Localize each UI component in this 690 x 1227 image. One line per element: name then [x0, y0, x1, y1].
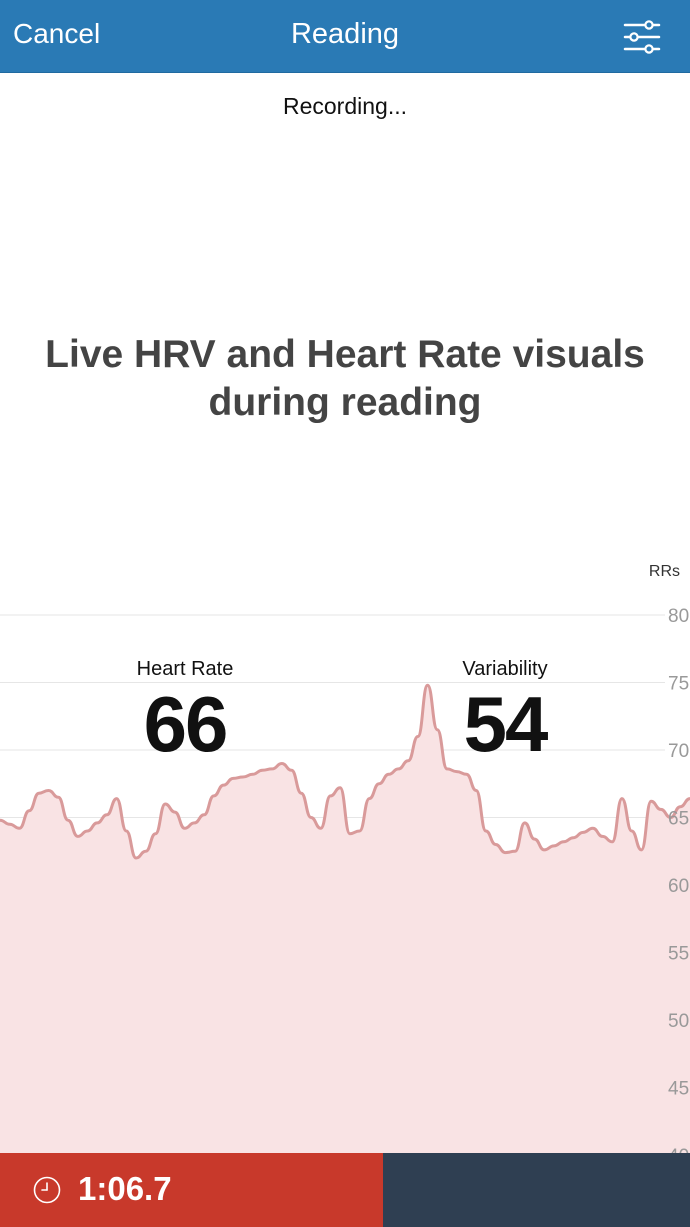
- timer-panel: 1:06.7: [0, 1153, 383, 1227]
- elapsed-timer: 1:06.7: [78, 1170, 172, 1207]
- sliders-icon[interactable]: [622, 20, 662, 54]
- clock-icon: [32, 1175, 62, 1205]
- y-tick-label: 40: [668, 1146, 689, 1153]
- variability-label: Variability: [462, 658, 548, 680]
- y-tick-label: 65: [668, 809, 689, 830]
- headline: Live HRV and Heart Rate visuals during r…: [45, 333, 645, 424]
- y-tick-label: 75: [668, 674, 689, 695]
- y-tick-label: 60: [668, 876, 689, 897]
- navbar: Cancel Reading: [0, 0, 690, 73]
- y-tick-label: 55: [668, 944, 689, 965]
- heart-rate-label: Heart Rate: [136, 658, 234, 680]
- y-axis-label: RRs: [649, 563, 680, 580]
- recording-status: Recording...: [282, 93, 407, 119]
- action-panel[interactable]: [383, 1153, 690, 1227]
- cancel-button[interactable]: Cancel: [13, 18, 101, 49]
- y-tick-label: 50: [668, 1011, 689, 1032]
- area-fill: [0, 685, 690, 1153]
- heart-rate-value: 66: [143, 680, 229, 768]
- page-title: Reading: [290, 18, 400, 50]
- footer-bar: 1:06.7: [0, 1153, 690, 1227]
- rr-chart: RRs 80 75 70 65 60 55 50 45 40: [0, 563, 690, 1153]
- variability-value: 54: [463, 680, 549, 768]
- series-line: [0, 683, 690, 860]
- y-tick-label: 70: [668, 741, 689, 762]
- y-tick-label: 80: [668, 606, 689, 627]
- y-tick-label: 45: [668, 1079, 689, 1100]
